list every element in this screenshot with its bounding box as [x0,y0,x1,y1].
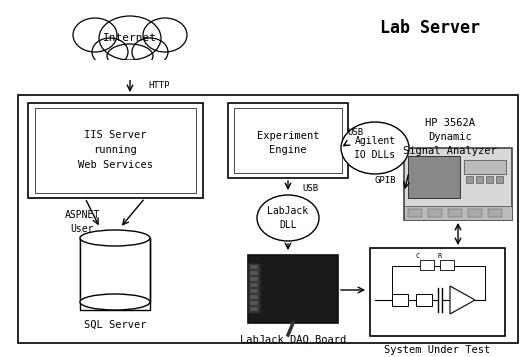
Bar [404,206,512,220]
Text: GPIB: GPIB [375,176,396,185]
Bar [496,176,503,183]
Bar [408,156,460,198]
Bar [80,238,150,310]
Ellipse shape [73,18,117,52]
Text: Lab Server: Lab Server [380,19,480,37]
Text: IIS Server
running
Web Services: IIS Server running Web Services [77,130,153,170]
Bar [250,301,258,305]
Bar [370,248,505,336]
Bar [392,294,408,306]
Text: System Under Test: System Under Test [384,345,490,355]
Text: HTTP: HTTP [148,80,169,90]
Text: SQL Server: SQL Server [84,320,146,330]
Text: Internet: Internet [103,33,157,43]
Bar [486,176,493,183]
Bar [476,176,483,183]
Bar [448,209,462,217]
Bar [18,95,518,343]
Bar [80,60,185,80]
Bar [416,294,432,306]
Bar [81,238,149,302]
Bar [404,148,512,220]
Text: HP 3562A
Dynamic
Signal Analyzer: HP 3562A Dynamic Signal Analyzer [403,118,497,156]
Bar [420,260,434,270]
Bar [248,263,260,313]
Bar [250,277,258,281]
Text: Agilent
IO DLLs: Agilent IO DLLs [355,136,396,160]
Text: ASPNET
User: ASPNET User [64,210,99,233]
Bar [228,103,348,178]
Bar [250,283,258,287]
Bar [248,255,338,323]
Bar [440,260,454,270]
Bar [28,103,203,198]
Bar [428,209,442,217]
Polygon shape [450,286,475,314]
Bar [466,176,473,183]
Text: LabJack DAQ Board: LabJack DAQ Board [240,335,346,345]
Ellipse shape [92,38,128,66]
Bar [35,108,196,193]
Bar [250,265,258,269]
Ellipse shape [107,44,153,68]
Text: USB: USB [302,183,318,192]
Ellipse shape [99,16,161,60]
Bar [464,160,506,174]
Text: LabJack
DLL: LabJack DLL [267,206,309,230]
Bar [468,209,482,217]
Ellipse shape [257,195,319,241]
Bar [250,289,258,293]
Ellipse shape [80,230,150,246]
Bar [408,209,422,217]
Ellipse shape [80,294,150,310]
Bar [234,108,342,173]
Ellipse shape [132,38,168,66]
Text: Experiment
Engine: Experiment Engine [257,131,319,155]
Bar [250,295,258,299]
Text: R: R [438,253,442,259]
Bar [250,271,258,275]
Bar [250,307,258,311]
Ellipse shape [341,122,409,174]
Text: C: C [416,253,420,259]
Text: USB: USB [347,127,363,136]
Ellipse shape [143,18,187,52]
Bar [488,209,502,217]
